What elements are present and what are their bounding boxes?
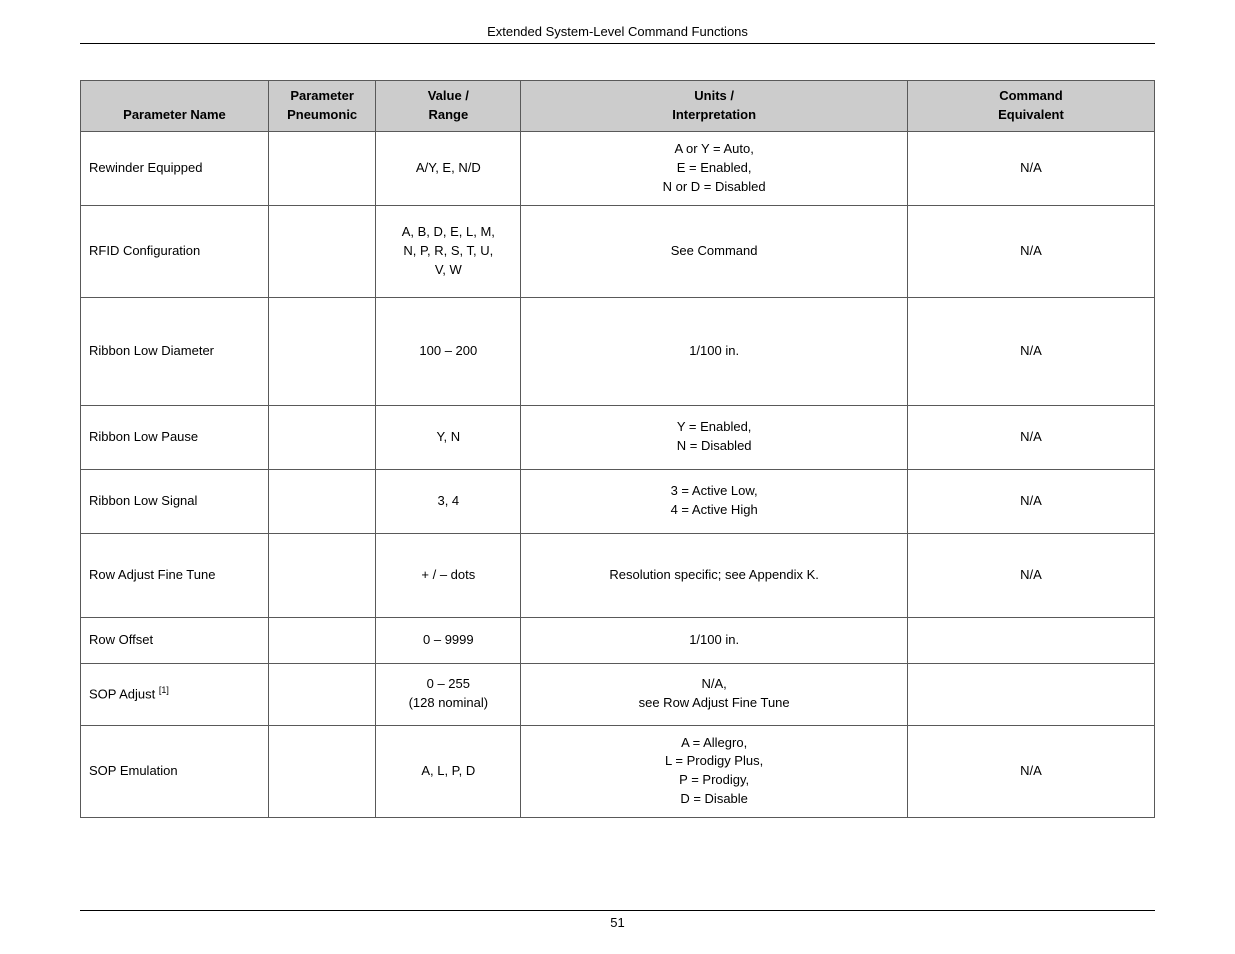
cell-value-range: 100 – 200 <box>376 297 521 405</box>
col-units-interpretation: Units /Interpretation <box>521 81 908 132</box>
cell-value-range: A, L, P, D <box>376 725 521 817</box>
cell-parameter-pneumonic <box>268 617 375 663</box>
cell-command-equivalent: N/A <box>907 131 1154 205</box>
cell-parameter-name: Ribbon Low Pause <box>81 405 269 469</box>
cell-units-interpretation: 1/100 in. <box>521 617 908 663</box>
cell-value-range: Y, N <box>376 405 521 469</box>
cell-command-equivalent: N/A <box>907 297 1154 405</box>
table-header: Parameter Name ParameterPneumonic Value … <box>81 81 1155 132</box>
cell-units-interpretation: N/A,see Row Adjust Fine Tune <box>521 663 908 725</box>
cell-parameter-name: SOP Emulation <box>81 725 269 817</box>
table-row: Row Offset 0 – 99991/100 in. <box>81 617 1155 663</box>
col-command-equivalent: CommandEquivalent <box>907 81 1154 132</box>
table-body: Rewinder Equipped A/Y, E, N/DA or Y = Aut… <box>81 131 1155 817</box>
cell-parameter-pneumonic <box>268 297 375 405</box>
running-header: Extended System-Level Command Functions <box>80 24 1155 44</box>
cell-units-interpretation: Resolution specific; see Appendix K. <box>521 533 908 617</box>
cell-parameter-pneumonic <box>268 205 375 297</box>
cell-parameter-pneumonic <box>268 405 375 469</box>
cell-value-range: A/Y, E, N/D <box>376 131 521 205</box>
cell-command-equivalent: N/A <box>907 533 1154 617</box>
cell-command-equivalent: N/A <box>907 205 1154 297</box>
table-row: Ribbon Low Signal 3, 43 = Active Low,4 = … <box>81 469 1155 533</box>
cell-parameter-pneumonic <box>268 663 375 725</box>
table-row: Ribbon Low Diameter 100 – 2001/100 in.N/A <box>81 297 1155 405</box>
cell-parameter-pneumonic <box>268 131 375 205</box>
cell-units-interpretation: See Command <box>521 205 908 297</box>
table-row: Rewinder Equipped A/Y, E, N/DA or Y = Aut… <box>81 131 1155 205</box>
cell-value-range: 0 – 255(128 nominal) <box>376 663 521 725</box>
cell-parameter-pneumonic <box>268 469 375 533</box>
page: Extended System-Level Command Functions … <box>0 0 1235 954</box>
cell-units-interpretation: A or Y = Auto,E = Enabled,N or D = Disab… <box>521 131 908 205</box>
page-number: 51 <box>80 915 1155 930</box>
cell-parameter-name: SOP Adjust [1] <box>81 663 269 725</box>
cell-parameter-name: Row Offset <box>81 617 269 663</box>
cell-parameter-name: Ribbon Low Diameter <box>81 297 269 405</box>
cell-parameter-name: Rewinder Equipped <box>81 131 269 205</box>
parameters-table: Parameter Name ParameterPneumonic Value … <box>80 80 1155 818</box>
cell-parameter-name: Ribbon Low Signal <box>81 469 269 533</box>
cell-command-equivalent: N/A <box>907 405 1154 469</box>
cell-value-range: 0 – 9999 <box>376 617 521 663</box>
cell-units-interpretation: Y = Enabled,N = Disabled <box>521 405 908 469</box>
cell-units-interpretation: 1/100 in. <box>521 297 908 405</box>
cell-value-range: + / – dots <box>376 533 521 617</box>
table-row: SOP Adjust [1] 0 – 255(128 nominal)N/A,se… <box>81 663 1155 725</box>
col-parameter-name: Parameter Name <box>81 81 269 132</box>
cell-parameter-name: Row Adjust Fine Tune <box>81 533 269 617</box>
cell-command-equivalent <box>907 663 1154 725</box>
cell-command-equivalent: N/A <box>907 725 1154 817</box>
cell-units-interpretation: 3 = Active Low,4 = Active High <box>521 469 908 533</box>
cell-parameter-pneumonic <box>268 725 375 817</box>
col-value-range: Value /Range <box>376 81 521 132</box>
cell-command-equivalent: N/A <box>907 469 1154 533</box>
cell-value-range: 3, 4 <box>376 469 521 533</box>
footer-rule <box>80 910 1155 911</box>
cell-parameter-name: RFID Configuration <box>81 205 269 297</box>
page-footer: 51 <box>80 910 1155 930</box>
cell-units-interpretation: A = Allegro,L = Prodigy Plus,P = Prodigy… <box>521 725 908 817</box>
table-row: SOP Emulation A, L, P, DA = Allegro,L = P… <box>81 725 1155 817</box>
table-row: Row Adjust Fine Tune + / – dotsResolution… <box>81 533 1155 617</box>
cell-command-equivalent <box>907 617 1154 663</box>
col-parameter-pneumonic: ParameterPneumonic <box>268 81 375 132</box>
cell-parameter-pneumonic <box>268 533 375 617</box>
table-row: RFID Configuration A, B, D, E, L, M,N, P,… <box>81 205 1155 297</box>
cell-value-range: A, B, D, E, L, M,N, P, R, S, T, U,V, W <box>376 205 521 297</box>
table-row: Ribbon Low Pause Y, NY = Enabled,N = Disa… <box>81 405 1155 469</box>
